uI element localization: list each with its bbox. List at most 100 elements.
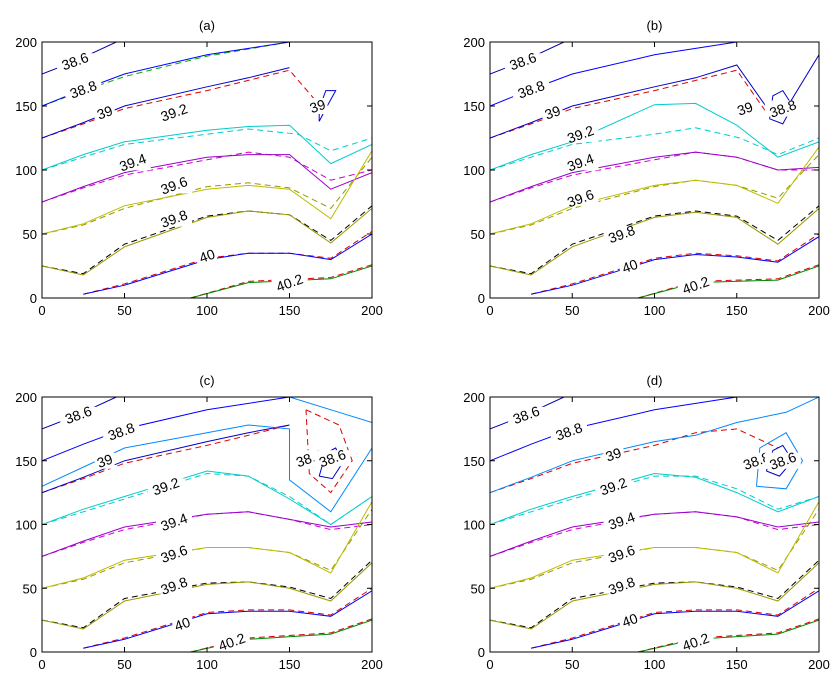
reference-contour-line — [490, 206, 819, 274]
x-tick-label: 150 — [726, 657, 748, 672]
y-tick-label: 100 — [463, 163, 485, 178]
contour-label: 39.8 — [606, 222, 637, 246]
contour-label: 38.8 — [68, 77, 99, 101]
x-tick-label: 100 — [196, 303, 218, 318]
reference-contour-line — [42, 512, 372, 557]
contour-line — [531, 591, 819, 648]
x-tick-label: 100 — [644, 303, 666, 318]
plot-area — [42, 397, 372, 652]
reference-contour-line — [490, 155, 819, 234]
y-tick-label: 150 — [15, 454, 37, 469]
contour-label: 38.8 — [106, 419, 137, 443]
contour-label: 39.2 — [158, 100, 189, 124]
panel-title: (c) — [199, 373, 214, 388]
y-tick-label: 200 — [15, 390, 37, 405]
reference-contour-line — [531, 588, 819, 648]
reference-contour-line — [490, 509, 819, 588]
y-tick-label: 50 — [471, 227, 485, 242]
y-tick-label: 0 — [30, 645, 37, 660]
contour-label: 40.2 — [680, 630, 711, 654]
contour-label: 39.2 — [150, 474, 181, 498]
contour-label: 39.6 — [606, 542, 637, 566]
reference-contour-line — [42, 152, 372, 202]
contour-label: 39.8 — [606, 573, 637, 597]
x-tick-label: 50 — [565, 303, 579, 318]
panel-3: (d)38.638.83939.239.439.639.84040.238.83… — [463, 373, 830, 672]
contour-line — [42, 155, 372, 202]
y-tick-label: 50 — [23, 581, 37, 596]
contour-label: 38.6 — [317, 446, 348, 470]
y-tick-label: 150 — [15, 99, 37, 114]
y-tick-label: 0 — [478, 645, 485, 660]
y-tick-label: 100 — [15, 163, 37, 178]
contour-line — [638, 266, 819, 298]
reference-contour-line — [42, 509, 372, 588]
contour-line — [42, 512, 372, 557]
contour-label: 39.2 — [598, 474, 629, 498]
y-tick-label: 50 — [23, 227, 37, 242]
x-tick-label: 50 — [117, 303, 131, 318]
contour-label: 40.2 — [680, 273, 711, 297]
x-tick-label: 0 — [486, 303, 493, 318]
contour-label: 38.6 — [511, 403, 542, 427]
x-tick-label: 200 — [808, 303, 830, 318]
contour-label: 38.8 — [516, 77, 547, 101]
x-tick-label: 150 — [726, 303, 748, 318]
reference-contour-line — [638, 619, 819, 652]
reference-contour-line — [42, 129, 372, 170]
contour-label: 39.4 — [158, 510, 189, 534]
x-tick-label: 200 — [361, 303, 383, 318]
panel-2: (c)38.638.83939.239.439.639.84040.238.83… — [15, 373, 383, 672]
contour-label: 38.6 — [507, 49, 538, 73]
y-tick-label: 0 — [478, 291, 485, 306]
contour-label: 39.2 — [565, 122, 596, 146]
panel-title: (d) — [647, 373, 663, 388]
reference-contour-line — [490, 560, 819, 628]
x-tick-label: 50 — [565, 657, 579, 672]
panel-title: (b) — [647, 18, 663, 33]
y-tick-label: 100 — [15, 518, 37, 533]
contour-label: 39.6 — [158, 542, 189, 566]
x-tick-label: 100 — [644, 657, 666, 672]
y-tick-label: 100 — [463, 518, 485, 533]
contour-label: 40.2 — [274, 270, 305, 294]
x-tick-label: 200 — [361, 657, 383, 672]
reference-contour-line — [490, 476, 819, 524]
reference-contour-line — [42, 560, 372, 628]
contour-label: 38.8 — [553, 419, 584, 443]
panel-0: (a)38.638.839 39.239.439.639.84040.2390 50… — [15, 18, 383, 318]
reference-contour-line — [490, 128, 819, 170]
y-tick-label: 50 — [471, 581, 485, 596]
contour-line — [42, 208, 372, 275]
contour-line — [42, 68, 290, 138]
reference-contour-line — [490, 512, 819, 557]
x-tick-label: 150 — [279, 303, 301, 318]
panel-title: (a) — [199, 18, 215, 33]
contour-line — [42, 125, 372, 170]
x-tick-label: 0 — [38, 657, 45, 672]
contour-line — [531, 237, 819, 295]
contour-line — [490, 208, 819, 275]
contour-line — [490, 512, 819, 557]
plot-area — [490, 397, 819, 652]
x-tick-label: 150 — [279, 657, 301, 672]
y-tick-label: 200 — [15, 35, 37, 50]
y-tick-label: 150 — [463, 99, 485, 114]
y-tick-label: 150 — [463, 454, 485, 469]
reference-contour-line — [42, 474, 372, 525]
x-tick-label: 0 — [486, 657, 493, 672]
contour-line — [42, 471, 372, 525]
x-tick-label: 200 — [808, 657, 830, 672]
contour-label: 39.8 — [158, 573, 189, 597]
x-tick-label: 0 — [38, 303, 45, 318]
x-tick-label: 50 — [117, 657, 131, 672]
reference-contour-line — [490, 152, 819, 202]
reference-contour-line — [490, 429, 778, 493]
y-tick-label: 200 — [463, 35, 485, 50]
y-tick-label: 200 — [463, 390, 485, 405]
contour-label: 38.6 — [59, 49, 90, 73]
contour-label: 38.6 — [63, 403, 94, 427]
contour-label: 39.4 — [606, 508, 637, 532]
